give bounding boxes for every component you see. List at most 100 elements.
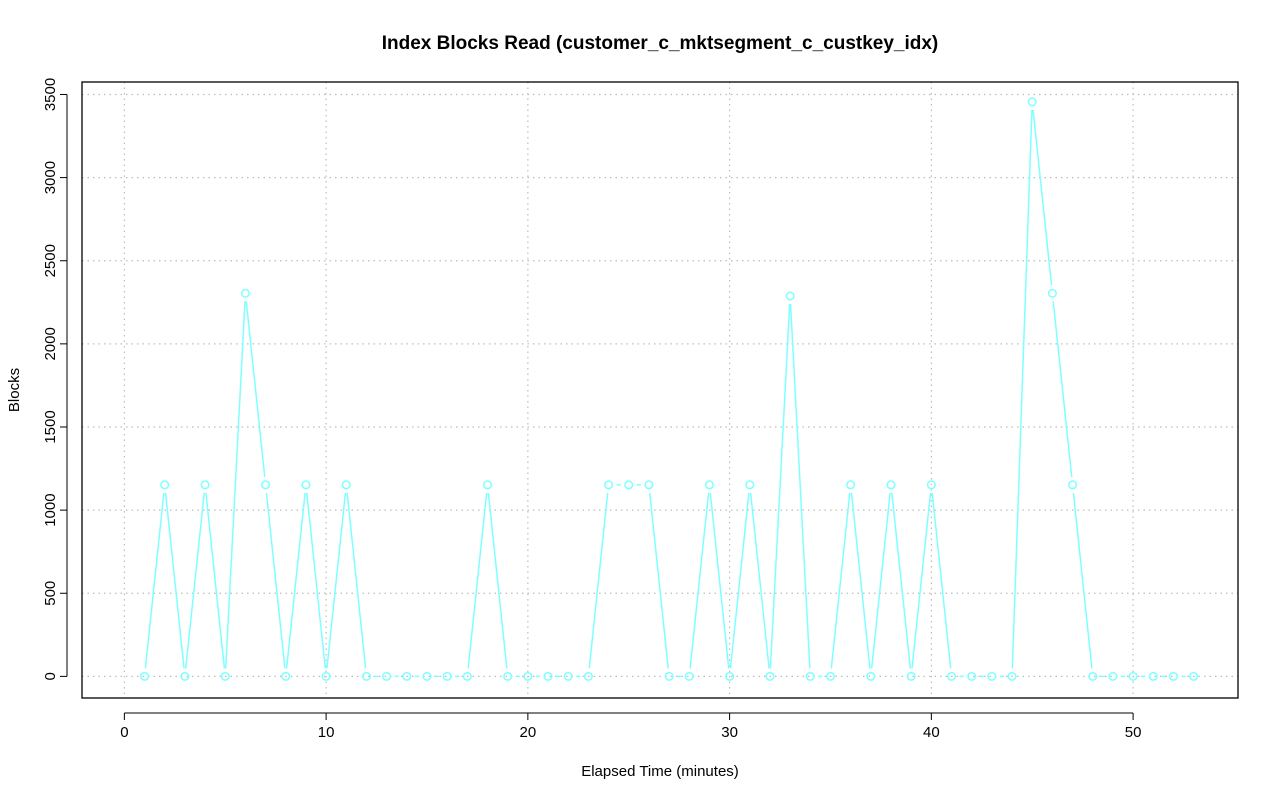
data-point: [745, 480, 755, 490]
data-point: [281, 671, 291, 681]
x-tick-label: 0: [120, 724, 128, 741]
data-point: [846, 480, 856, 490]
plot-frame: [81, 81, 1239, 699]
data-point: [967, 671, 977, 681]
series-segment: [769, 303, 791, 669]
series-segment: [245, 301, 266, 477]
data-point: [1168, 671, 1178, 681]
x-axis-label: Elapsed Time (minutes): [581, 763, 739, 780]
series-segment: [729, 492, 750, 669]
x-tick-label: 20: [520, 724, 537, 741]
y-tick-label: 3000: [42, 161, 59, 194]
data-point: [543, 671, 553, 681]
grid-layer: [82, 82, 1238, 698]
data-point: [765, 671, 775, 681]
series-segment: [144, 492, 165, 669]
series-segment: [709, 492, 730, 669]
y-tick-label: 1000: [42, 493, 59, 526]
data-point: [987, 671, 997, 681]
series-segment: [205, 492, 226, 669]
data-point: [261, 480, 271, 490]
data-point: [1128, 671, 1138, 681]
y-tick-label: 1500: [42, 410, 59, 443]
series-segment: [306, 492, 327, 669]
series-segment: [870, 492, 891, 669]
series-segment: [648, 492, 669, 669]
x-tick-label: 30: [721, 724, 738, 741]
data-point: [422, 671, 432, 681]
data-point: [442, 671, 452, 681]
series-segment: [164, 492, 185, 669]
x-tick-label: 50: [1125, 724, 1142, 741]
data-point: [886, 480, 896, 490]
data-point: [321, 671, 331, 681]
data-point: [1027, 97, 1037, 107]
data-point: [785, 291, 795, 301]
chart-title: Index Blocks Read (customer_c_mktsegment…: [382, 33, 939, 54]
data-point: [1047, 288, 1057, 298]
data-point: [462, 671, 472, 681]
series-segment: [911, 492, 932, 669]
series-segment: [749, 492, 770, 669]
series-segment: [326, 492, 347, 669]
x-tick-label: 10: [318, 724, 335, 741]
series-segment: [1011, 109, 1033, 669]
series-segment: [588, 492, 609, 669]
series-segment: [830, 492, 851, 669]
data-point: [341, 480, 351, 490]
data-point: [725, 671, 735, 681]
data-point: [563, 671, 573, 681]
data-point: [1007, 671, 1017, 681]
series-segment: [285, 492, 306, 669]
series-segment: [1052, 301, 1073, 477]
y-tick-label: 500: [42, 581, 59, 606]
data-point: [240, 288, 250, 298]
data-point: [503, 671, 513, 681]
data-point: [805, 671, 815, 681]
series-segment: [689, 492, 710, 669]
series-segment: [224, 301, 246, 669]
data-point: [684, 671, 694, 681]
data-point: [1148, 671, 1158, 681]
series-segment: [184, 492, 205, 669]
data-point: [482, 480, 493, 490]
data-point: [160, 480, 170, 490]
data-point: [704, 480, 714, 490]
data-point: [220, 671, 230, 681]
data-point: [624, 480, 634, 490]
series-segment: [487, 492, 508, 669]
series-segment: [1032, 109, 1053, 286]
series-segment: [850, 492, 871, 669]
y-axis-label: Blocks: [6, 368, 23, 412]
series-segment: [891, 492, 912, 669]
y-tick-label: 2500: [42, 244, 59, 277]
series-segment: [1072, 492, 1093, 669]
data-point: [301, 480, 311, 490]
data-point: [946, 671, 957, 681]
y-tick-label: 0: [42, 672, 59, 680]
series-segment: [467, 492, 488, 669]
data-point: [1108, 671, 1118, 681]
data-point: [200, 480, 210, 490]
data-point: [926, 480, 936, 490]
data-point: [1189, 671, 1199, 681]
series-segment: [931, 492, 952, 669]
data-point: [382, 671, 392, 681]
data-point: [1068, 480, 1078, 490]
y-tick-label: 2000: [42, 327, 59, 360]
data-point: [139, 671, 150, 681]
series-segment: [789, 303, 811, 669]
data-point: [583, 671, 593, 681]
series-layer: [139, 97, 1199, 681]
series-segment: [346, 492, 367, 669]
data-point: [1088, 671, 1098, 681]
data-point: [604, 480, 614, 490]
data-point: [906, 671, 916, 681]
data-point: [866, 671, 876, 681]
x-tick-label: 40: [923, 724, 940, 741]
data-point: [180, 671, 190, 681]
series-segment: [265, 492, 286, 669]
